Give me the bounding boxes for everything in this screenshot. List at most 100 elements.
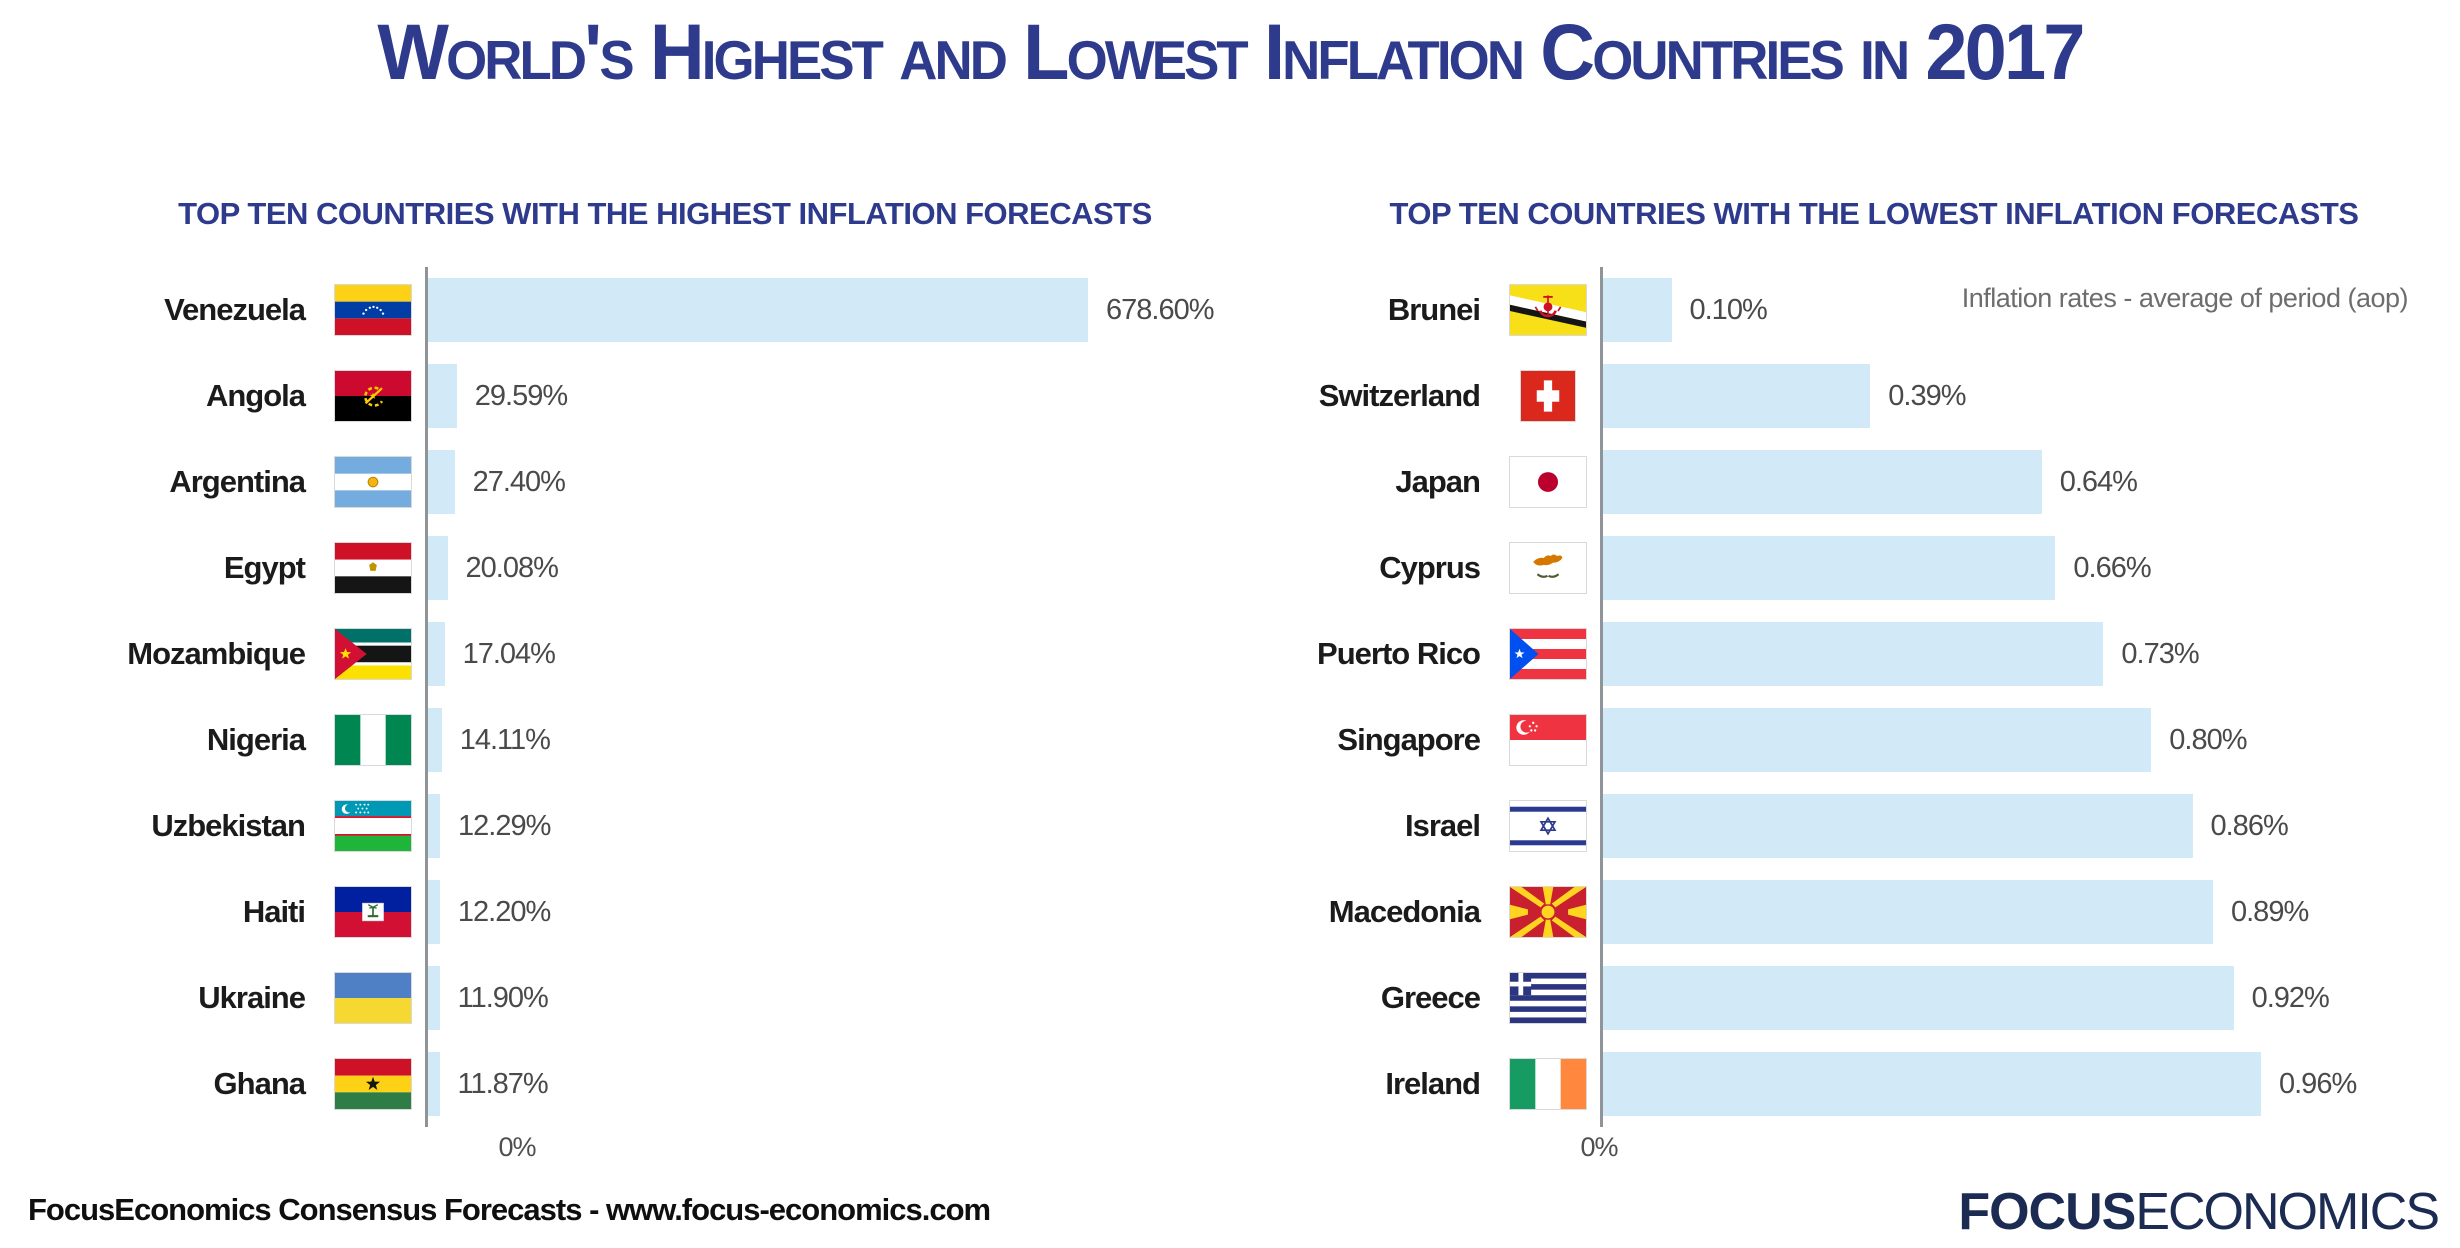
country-label-ukraine: Ukraine [198,980,306,1015]
cyprus-flag-icon [1509,542,1587,594]
bar-ukraine [428,966,440,1030]
bar-japan [1603,450,2042,514]
axis-zero-label: 0% [498,1132,536,1162]
chart-highest-heading: TOP TEN COUNTRIES WITH THE HIGHEST INFLA… [178,196,1152,231]
chart-highest-inflation: TOP TEN COUNTRIES WITH THE HIGHEST INFLA… [100,0,1230,1248]
chart-row-ghana: Ghana 11.87% [100,1041,1230,1127]
page-title: World's Highest and Lowest Inflation Cou… [377,7,2085,96]
bar-ireland [1603,1052,2261,1116]
chart-row-macedonia: Macedonia 0.89% [1310,869,2438,955]
ghana-flag-icon [334,1058,412,1110]
value-label-nigeria: 14.11% [459,723,551,756]
bar-switzerland [1603,364,1871,428]
value-label-switzerland: 0.39% [1888,379,1966,412]
country-label-venezuela: Venezuela [164,292,306,327]
bar-track-israel: 0.86% [1600,783,2438,869]
value-label-brunei: 0.10% [1689,293,1768,326]
value-label-mozambique: 17.04% [462,637,556,670]
chart-row-ukraine: Ukraine 11.90% [100,955,1230,1041]
bar-track-uzbekistan: 12.29% [425,783,1230,869]
country-label-ghana: Ghana [213,1066,306,1101]
macedonia-flag-icon [1509,886,1587,938]
bar-track-japan: 0.64% [1600,439,2438,525]
singapore-flag-icon [1509,714,1587,766]
bar-track-puertorico: 0.73% [1600,611,2438,697]
bar-singapore [1603,708,2152,772]
israel-flag-icon [1509,800,1587,852]
bar-track-haiti: 12.20% [425,869,1230,955]
nigeria-flag-icon [334,714,412,766]
country-label-puertorico: Puerto Rico [1317,636,1481,671]
value-label-cyprus: 0.66% [2073,551,2151,584]
bar-venezuela [428,278,1088,342]
chart-row-switzerland: Switzerland 0.39% [1310,353,2438,439]
chart-row-nigeria: Nigeria 14.11% [100,697,1230,783]
chart-row-venezuela: Venezuela 678.60% [100,267,1230,353]
bar-track-ghana: 11.87% [425,1041,1230,1127]
chart-row-egypt: Egypt 20.08% [100,525,1230,611]
country-label-brunei: Brunei [1387,292,1481,327]
chart-lowest-rows: Brunei 0.10% Switzerland 0.39% Japan 0.64% Cyp… [1310,267,2438,1127]
country-label-uzbekistan: Uzbekistan [151,808,306,843]
bar-track-ukraine: 11.90% [425,955,1230,1041]
chart-row-angola: Angola 29.59% [100,353,1230,439]
chart-row-singapore: Singapore 0.80% [1310,697,2438,783]
chart-row-ireland: Ireland 0.96% [1310,1041,2438,1127]
bar-track-cyprus: 0.66% [1600,525,2438,611]
value-label-venezuela: 678.60% [1106,293,1214,326]
bar-track-egypt: 20.08% [425,525,1230,611]
source-credit: FocusEconomics Consensus Forecasts - www… [28,1192,991,1227]
bar-puertorico [1603,622,2104,686]
bar-track-greece: 0.92% [1600,955,2438,1041]
chart-row-israel: Israel 0.86% [1310,783,2438,869]
value-label-israel: 0.86% [2210,809,2289,842]
bar-track-nigeria: 14.11% [425,697,1230,783]
value-label-argentina: 27.40% [472,465,566,498]
mozambique-flag-icon [334,628,412,680]
haiti-flag-icon [334,886,412,938]
japan-flag-icon [1509,456,1587,508]
chart-row-japan: Japan 0.64% [1310,439,2438,525]
chart-lowest-heading: TOP TEN COUNTRIES WITH THE LOWEST INFLAT… [1389,196,2359,231]
value-label-macedonia: 0.89% [2231,895,2309,928]
country-label-haiti: Haiti [242,894,306,929]
chart-row-mozambique: Mozambique 17.04% [100,611,1230,697]
country-label-japan: Japan [1395,464,1481,499]
chart-row-brunei: Brunei 0.10% [1310,267,2438,353]
bar-track-argentina: 27.40% [425,439,1230,525]
switzerland-flag-icon [1510,370,1586,422]
value-label-puertorico: 0.73% [2121,637,2199,670]
chart-row-uzbekistan: Uzbekistan 12.29% [100,783,1230,869]
country-label-egypt: Egypt [223,550,306,585]
chart-row-puertorico: Puerto Rico 0.73% [1310,611,2438,697]
bar-uzbekistan [428,794,440,858]
chart-row-cyprus: Cyprus 0.66% [1310,525,2438,611]
country-label-cyprus: Cyprus [1379,550,1481,585]
value-label-uzbekistan: 12.29% [458,809,551,842]
value-label-greece: 0.92% [2251,981,2330,1014]
country-label-mozambique: Mozambique [127,636,306,671]
uzbekistan-flag-icon [334,800,412,852]
chart-row-haiti: Haiti 12.20% [100,869,1230,955]
value-label-japan: 0.64% [2059,465,2138,498]
country-label-switzerland: Switzerland [1318,378,1481,413]
inflation-rates-annotation: Inflation rates - average of period (aop… [1961,283,2409,313]
bar-track-macedonia: 0.89% [1600,869,2438,955]
country-label-argentina: Argentina [169,464,306,499]
bar-track-mozambique: 17.04% [425,611,1230,697]
value-label-haiti: 12.20% [457,895,551,928]
country-label-angola: Angola [205,378,306,413]
value-label-singapore: 0.80% [2169,723,2247,756]
bar-egypt [428,536,448,600]
bar-nigeria [428,708,442,772]
angola-flag-icon [334,370,412,422]
country-label-macedonia: Macedonia [1328,894,1481,929]
bar-track-switzerland: 0.39% [1600,353,2438,439]
chart-row-argentina: Argentina 27.40% [100,439,1230,525]
bar-mozambique [428,622,445,686]
value-label-egypt: 20.08% [465,551,559,584]
axis-zero-label: 0% [1580,1132,1618,1162]
logo-bold-part: FOCUS [1958,1183,2136,1241]
bar-track-brunei: 0.10% [1600,267,2438,353]
ireland-flag-icon [1509,1058,1587,1110]
